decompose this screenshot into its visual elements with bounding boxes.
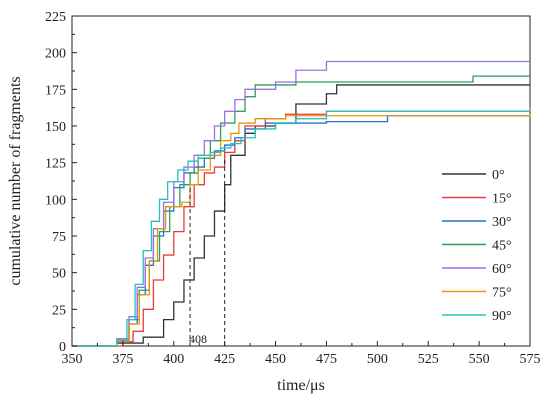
y-tick-label: 0 xyxy=(59,340,66,355)
plot-area xyxy=(71,15,531,347)
y-tick-label: 100 xyxy=(45,193,66,208)
y-axis-title: cumulative number of fragments xyxy=(7,76,24,285)
legend-label: 60° xyxy=(492,262,512,277)
x-tick-label: 450 xyxy=(265,352,286,367)
series-line-6 xyxy=(72,110,530,347)
x-tick-label: 350 xyxy=(62,352,83,367)
x-tick-label: 375 xyxy=(112,352,133,367)
legend-label: 75° xyxy=(492,286,512,301)
y-tick-label: 150 xyxy=(45,120,66,135)
legend-label: 15° xyxy=(492,192,512,207)
x-tick-label: 500 xyxy=(367,352,388,367)
y-tick-label: 200 xyxy=(45,47,66,62)
series-line-3 xyxy=(72,75,530,347)
series-line-5 xyxy=(72,114,531,347)
x-tick-label: 525 xyxy=(418,352,439,367)
x-tick-label: 575 xyxy=(520,352,541,367)
x-tick-label: 425 xyxy=(214,352,235,367)
y-tick-label: 125 xyxy=(45,157,66,172)
x-tick-label: 400 xyxy=(163,352,184,367)
y-tick-label: 75 xyxy=(52,230,66,245)
legend-label: 30° xyxy=(492,215,512,230)
series-line-1 xyxy=(72,106,531,347)
series-line-2 xyxy=(72,115,530,347)
y-tick-label: 50 xyxy=(52,267,66,282)
y-tick-label: 175 xyxy=(45,83,66,98)
x-tick-label: 475 xyxy=(316,352,337,367)
y-tick-label: 225 xyxy=(45,10,66,25)
y-tick-label: 25 xyxy=(52,303,66,318)
annotation-label: 408 xyxy=(189,332,207,346)
legend-label: 90° xyxy=(492,309,512,324)
x-tick-label: 550 xyxy=(469,352,490,367)
series-line-0 xyxy=(72,84,530,347)
legend-label: 0° xyxy=(492,168,505,183)
legend-label: 45° xyxy=(492,239,512,254)
x-axis-title: time/μs xyxy=(277,377,325,394)
